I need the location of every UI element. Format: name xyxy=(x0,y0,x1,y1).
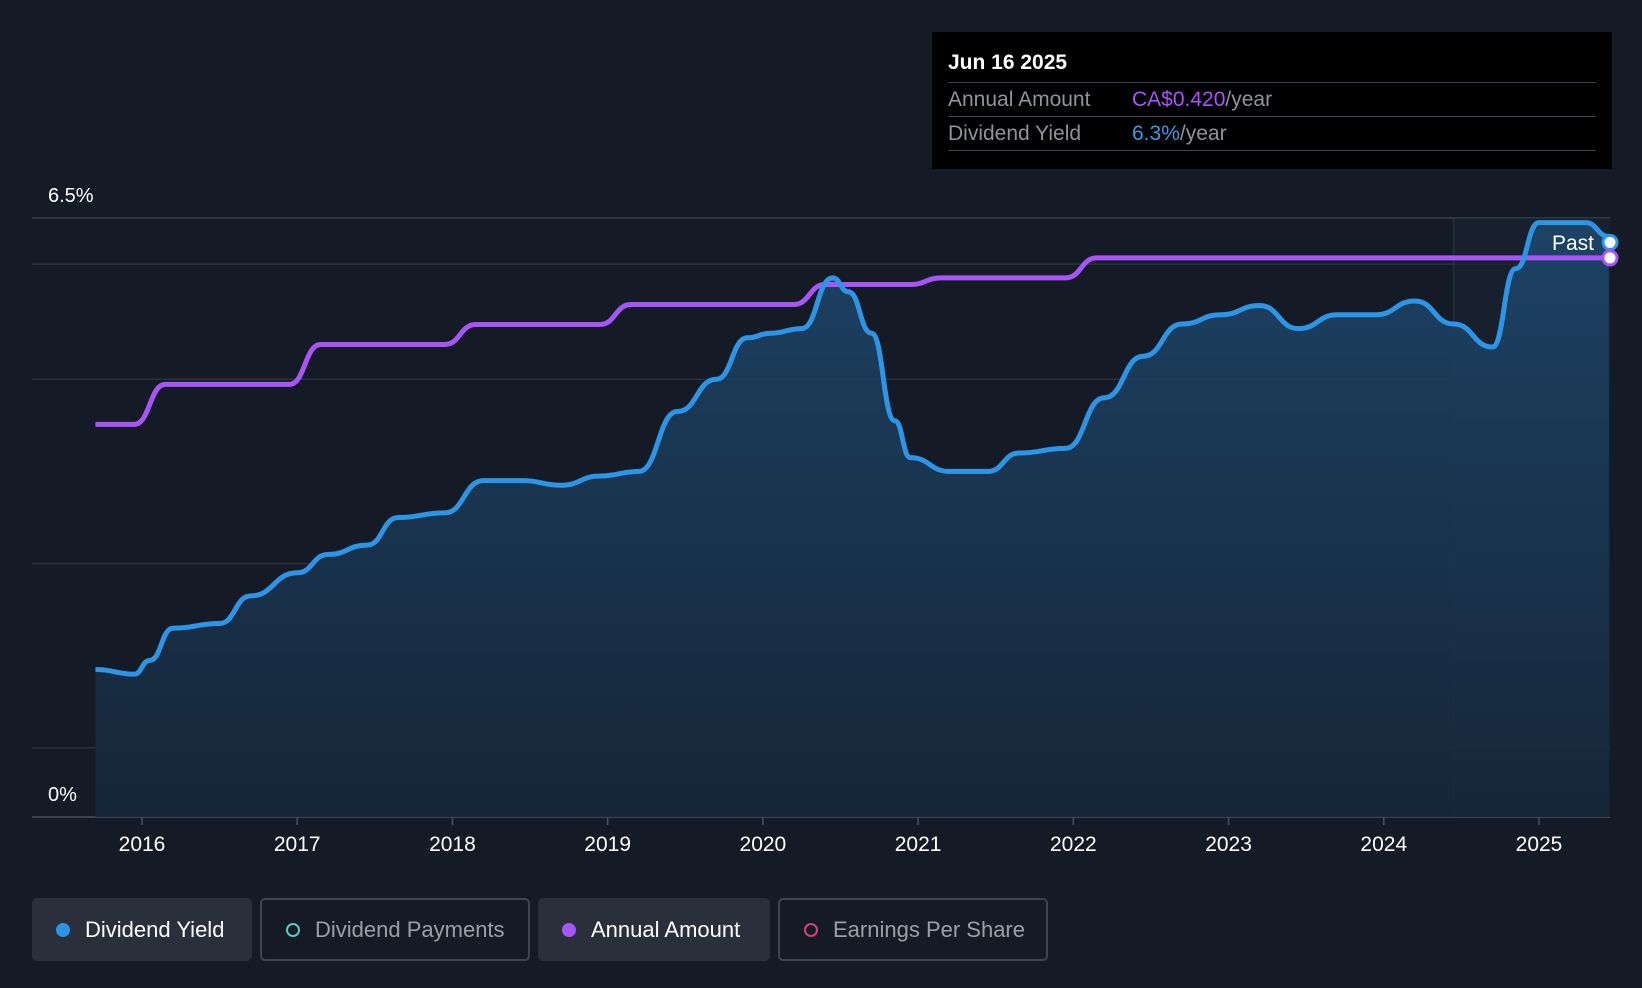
tooltip-annual-amount-label: Annual Amount xyxy=(948,88,1091,111)
tooltip-annual-amount-value: CA$0.420 xyxy=(1132,88,1226,111)
legend-earnings-per-share[interactable]: Earnings Per Share xyxy=(778,898,1048,961)
dividend-yield-line xyxy=(95,220,1610,677)
legend-label: Dividend Payments xyxy=(315,916,505,942)
annual-amount-dot-icon xyxy=(562,922,576,937)
x-tick-label: 2021 xyxy=(895,833,942,856)
annual-amount-end-marker[interactable] xyxy=(1601,249,1619,267)
x-tick-label: 2020 xyxy=(740,833,787,856)
x-tick-label: 2018 xyxy=(429,833,476,856)
x-tick-label: 2017 xyxy=(274,833,321,856)
past-label: Past xyxy=(1552,232,1594,255)
earnings-per-share-ring-icon xyxy=(804,922,818,937)
legend-annual-amount[interactable]: Annual Amount xyxy=(538,898,770,961)
tooltip-dividend-yield-label: Dividend Yield xyxy=(948,122,1082,145)
legend-label: Earnings Per Share xyxy=(833,916,1025,942)
y-axis: 6.5% 0% xyxy=(48,185,94,806)
legend-dividend-yield[interactable]: Dividend Yield xyxy=(32,898,252,961)
dividend-yield-end-marker[interactable] xyxy=(1601,233,1619,251)
tooltip-annual-amount-unit: /year xyxy=(1225,88,1273,111)
tooltip-row-dividend-yield: Dividend Yield 6.3% /year xyxy=(948,117,1596,151)
legend-label: Annual Amount xyxy=(591,916,741,942)
legend-label: Dividend Yield xyxy=(85,916,225,942)
x-tick-label: 2024 xyxy=(1360,833,1407,856)
legend-dividend-payments[interactable]: Dividend Payments xyxy=(260,898,530,961)
tooltip: Jun 16 2025 Annual Amount CA$0.420 /year… xyxy=(932,32,1612,169)
tooltip-dividend-yield-unit: /year xyxy=(1179,122,1227,145)
dividend-payments-ring-icon xyxy=(286,922,300,937)
annual-amount-line xyxy=(95,255,1609,427)
y-tick-label: 0% xyxy=(48,784,77,806)
dividend-yield-dot-icon xyxy=(56,922,70,937)
x-tick-label: 2022 xyxy=(1050,833,1097,856)
dividend-yield-area xyxy=(95,222,1609,818)
x-tick-label: 2019 xyxy=(584,833,631,856)
y-tick-label: 6.5% xyxy=(48,185,94,207)
tooltip-dividend-yield-value: 6.3% xyxy=(1132,122,1180,145)
x-axis: 2016 2017 2018 2019 2020 2021 2022 2023 2024 2025 xyxy=(119,817,1563,856)
x-tick-label: 2016 xyxy=(119,833,166,856)
x-tick-label: 2025 xyxy=(1516,833,1563,856)
x-tick-label: 2023 xyxy=(1205,833,1252,856)
tooltip-date: Jun 16 2025 xyxy=(948,48,1596,83)
tooltip-row-annual-amount: Annual Amount CA$0.420 /year xyxy=(948,83,1596,117)
